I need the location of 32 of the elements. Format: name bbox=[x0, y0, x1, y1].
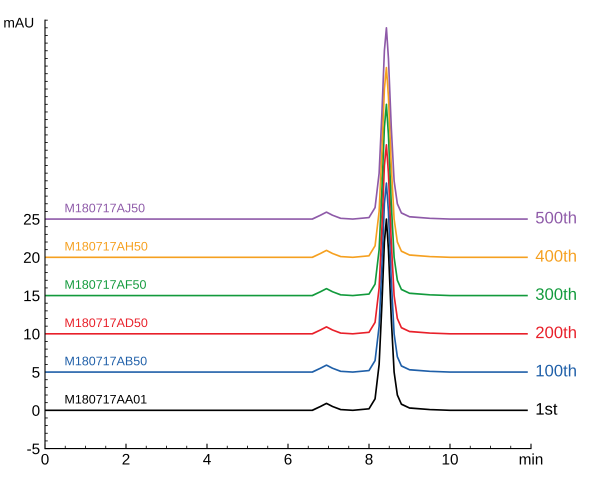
series-label: 1st bbox=[536, 403, 558, 415]
series-label: 500th bbox=[536, 211, 576, 224]
y-tick-label: 25 bbox=[24, 214, 40, 225]
x-tick-label: 10 bbox=[442, 454, 458, 465]
series-label: 300th bbox=[536, 288, 576, 300]
y-axis-title: mAU bbox=[4, 18, 34, 28]
x-tick-label: 8 bbox=[365, 454, 373, 465]
y-tick-label: 0 bbox=[32, 405, 40, 416]
y-tick-label: 20 bbox=[24, 252, 40, 263]
x-tick-label: 2 bbox=[122, 454, 130, 464]
annotation: M180717AD50 bbox=[65, 318, 148, 328]
line-series bbox=[45, 144, 528, 335]
x-tick-label: min bbox=[520, 453, 542, 464]
y-tick-label: 15 bbox=[24, 290, 40, 302]
y-tick-label: 10 bbox=[24, 328, 40, 340]
line-series bbox=[45, 182, 528, 373]
x-tick-label: 4 bbox=[203, 454, 211, 464]
x-tick-label: 6 bbox=[284, 454, 292, 465]
line-series bbox=[45, 103, 528, 296]
annotation: M180717AB50 bbox=[65, 356, 147, 366]
line-series bbox=[45, 66, 528, 258]
series-label: 100th bbox=[536, 364, 576, 377]
annotation: M180717AH50 bbox=[65, 242, 148, 251]
annotation: M180717AA01 bbox=[65, 394, 147, 404]
series-label: 400th bbox=[536, 250, 576, 262]
line-series bbox=[45, 26, 528, 220]
annotation: M180717AJ50 bbox=[65, 204, 145, 212]
annotation: M180717AF50 bbox=[65, 280, 146, 289]
x-tick-label: 0 bbox=[41, 454, 49, 465]
y-tick-label: 5 bbox=[32, 367, 40, 378]
series-label: 200th bbox=[536, 326, 576, 338]
y-tick-label: -5 bbox=[27, 444, 40, 454]
